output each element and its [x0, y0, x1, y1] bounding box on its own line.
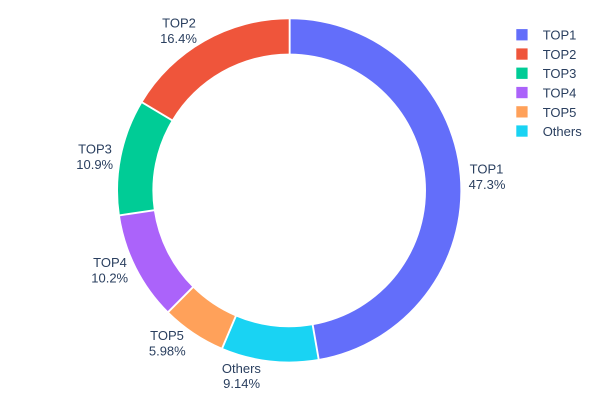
svg-text:TOP3: TOP3: [78, 142, 112, 157]
svg-text:TOP3: TOP3: [543, 66, 577, 81]
svg-text:10.9%: 10.9%: [76, 157, 113, 172]
svg-text:9.14%: 9.14%: [223, 376, 260, 391]
svg-text:TOP1: TOP1: [543, 28, 577, 43]
svg-text:5.98%: 5.98%: [149, 344, 186, 359]
svg-text:47.3%: 47.3%: [469, 177, 506, 192]
svg-text:TOP2: TOP2: [162, 16, 196, 31]
svg-text:TOP4: TOP4: [93, 255, 127, 270]
svg-text:TOP4: TOP4: [543, 86, 577, 101]
svg-text:16.4%: 16.4%: [160, 31, 197, 46]
svg-text:Others: Others: [543, 124, 583, 139]
svg-text:Others: Others: [222, 361, 262, 376]
svg-text:TOP5: TOP5: [543, 105, 577, 120]
svg-text:TOP2: TOP2: [543, 47, 577, 62]
svg-text:TOP5: TOP5: [150, 328, 184, 343]
svg-text:TOP1: TOP1: [470, 161, 504, 176]
svg-text:10.2%: 10.2%: [91, 271, 128, 286]
